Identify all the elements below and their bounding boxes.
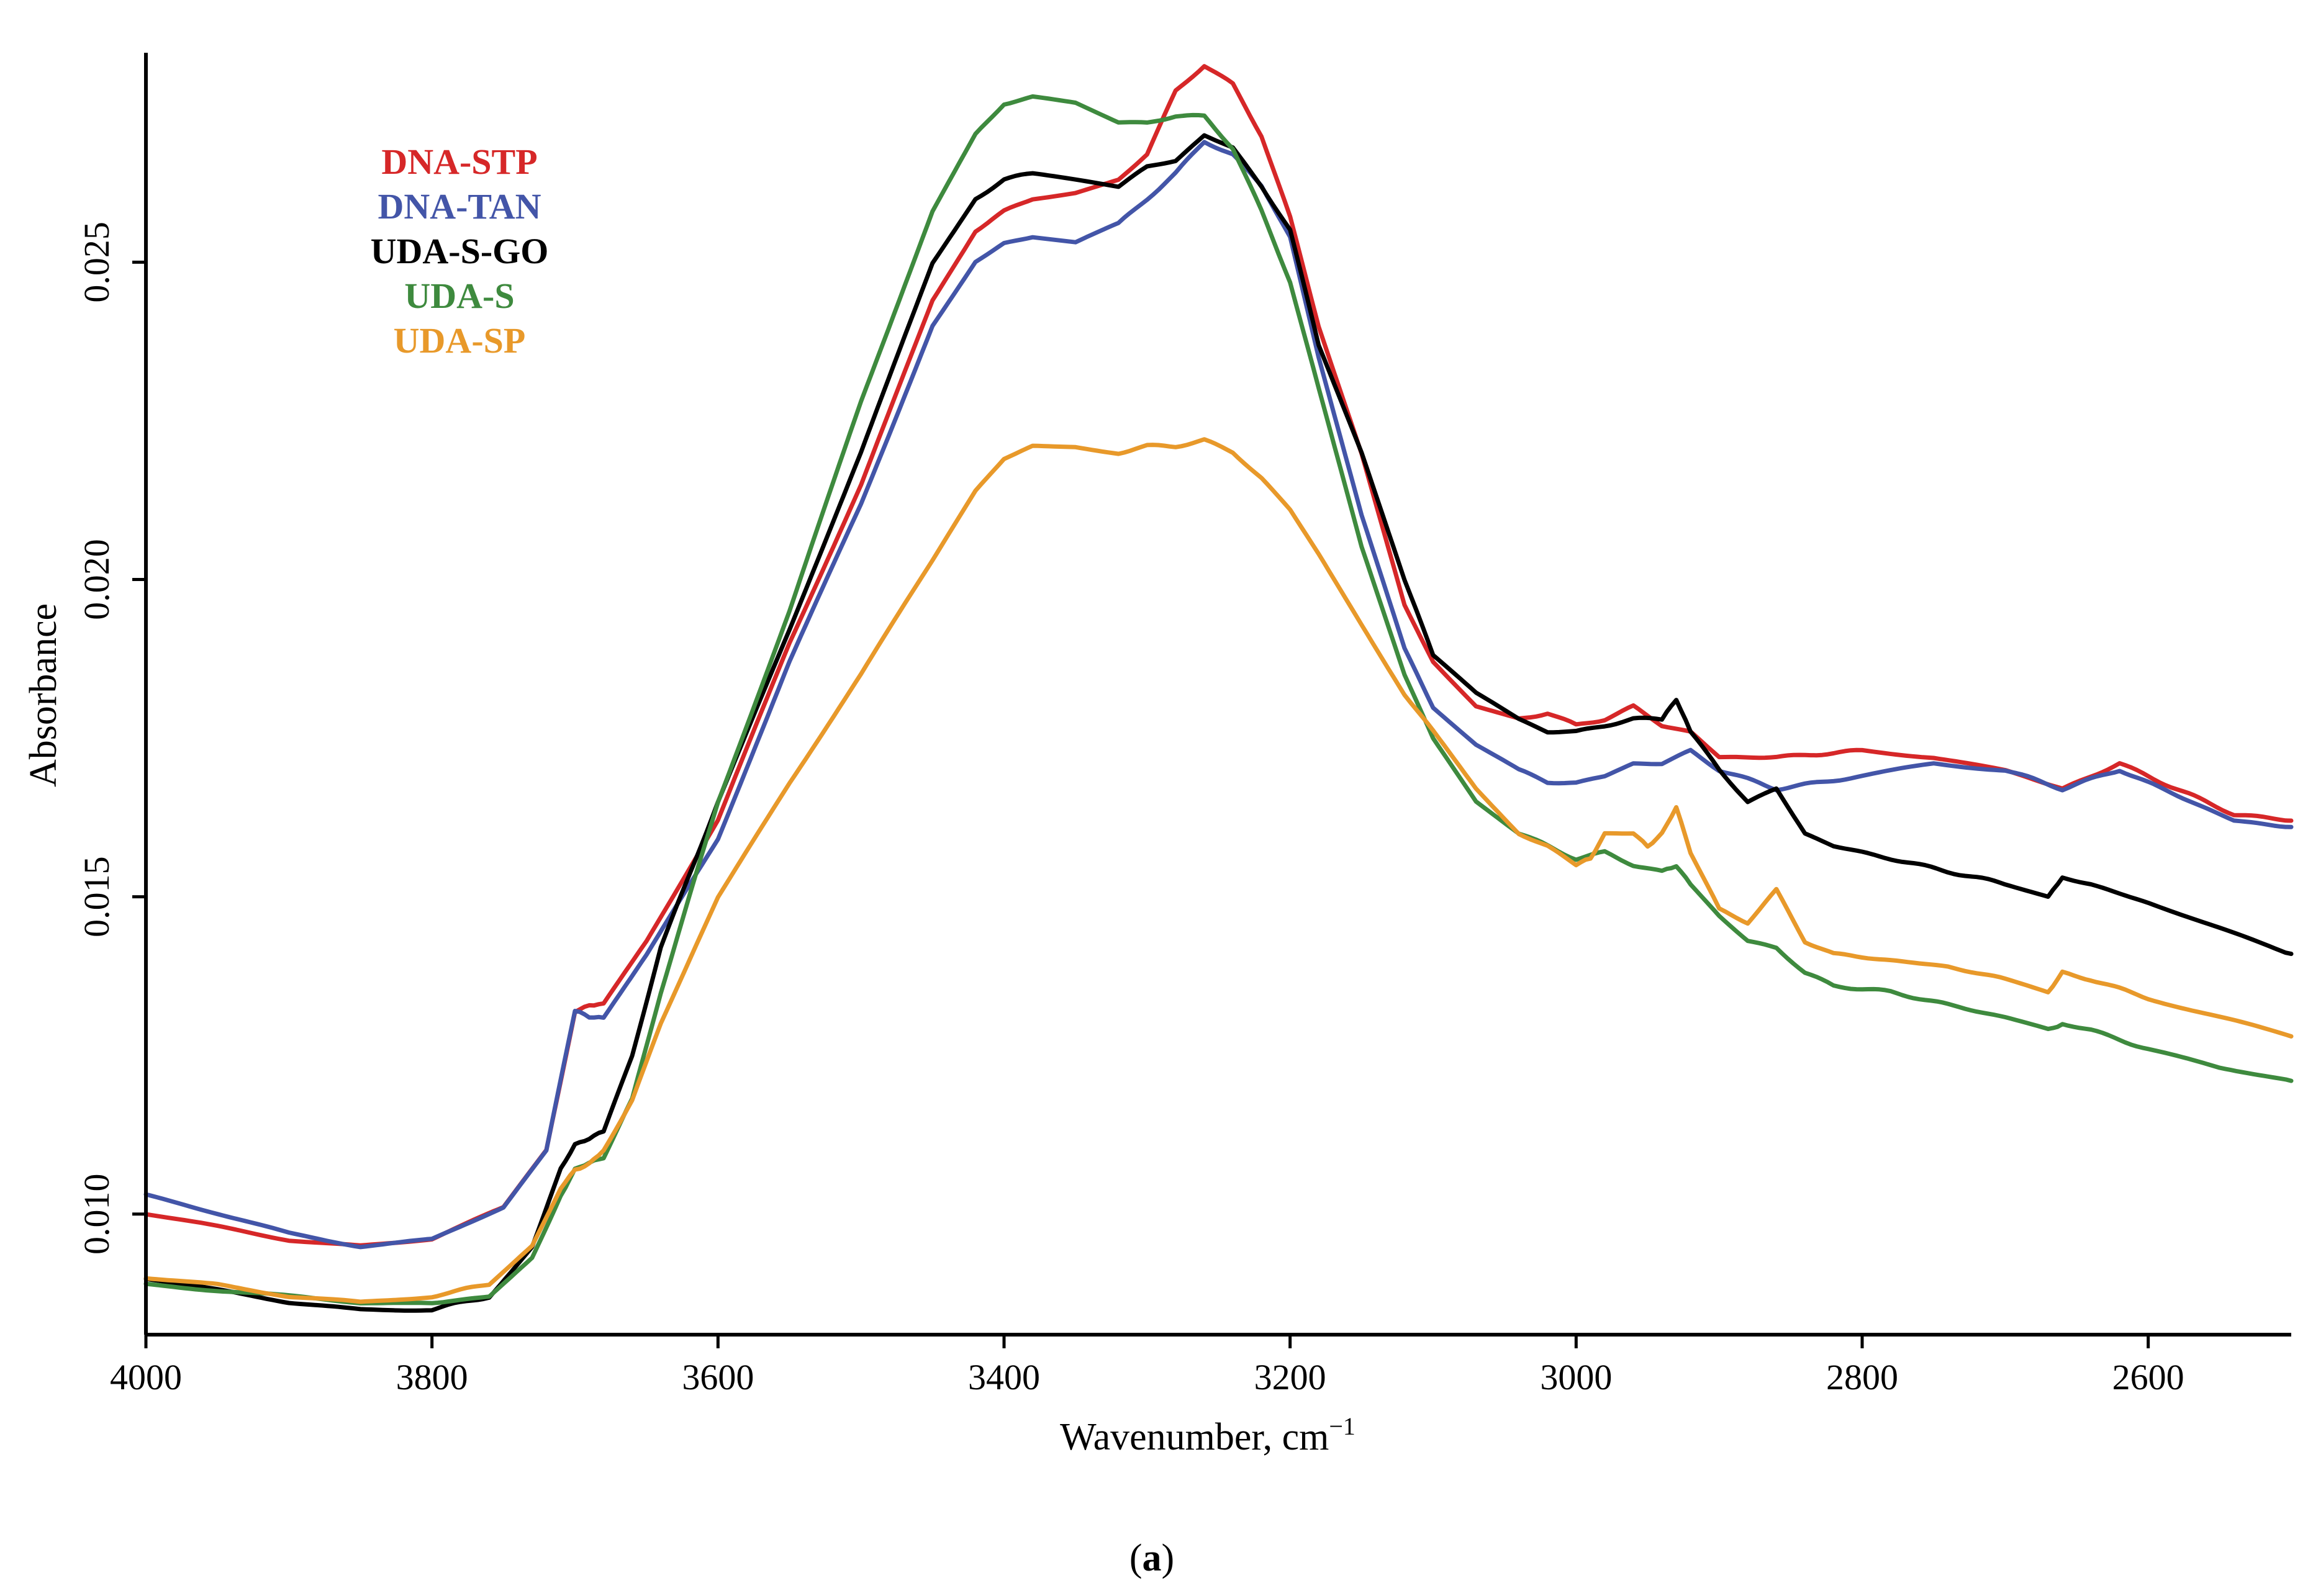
y-tick-label: 0.020 <box>76 539 117 620</box>
y-tick-label: 0.025 <box>76 222 117 303</box>
x-tick-label: 3000 <box>1540 1357 1612 1397</box>
x-tick-label: 4000 <box>110 1357 182 1397</box>
x-tick-label: 3600 <box>682 1357 754 1397</box>
x-axis-title: Wavenumber, cm−1 <box>1060 1412 1355 1458</box>
x-tick-label: 3400 <box>968 1357 1040 1397</box>
series-line-uda-sp <box>143 437 2294 1304</box>
series-line-uda-s <box>143 94 2294 1305</box>
x-ticks: 4000 3800 3600 3400 3200 3000 2800 2600 <box>110 1335 2184 1397</box>
y-tick-label: 0.015 <box>76 856 117 937</box>
y-ticks: 0.010 0.015 0.020 0.025 <box>76 222 146 1255</box>
series-line-dna-tan <box>143 140 2294 1250</box>
x-tick-label: 3800 <box>396 1357 468 1397</box>
legend-item-dna-stp: DNA-STP <box>381 142 537 182</box>
x-tick-label: 2800 <box>1826 1357 1898 1397</box>
legend-item-uda-s-go: UDA-S-GO <box>371 231 549 271</box>
caption-letter: a <box>1143 1537 1162 1579</box>
x-axis-title-text: Wavenumber, cm <box>1060 1416 1329 1458</box>
series-layer <box>143 64 2294 1313</box>
x-tick-label: 3200 <box>1254 1357 1326 1397</box>
x-axis-title-superscript: −1 <box>1329 1412 1355 1440</box>
legend-item-dna-tan: DNA-TAN <box>378 186 541 227</box>
axes-layer <box>144 53 2291 1337</box>
legend-item-uda-s: UDA-S <box>404 276 514 316</box>
figure-caption: (a) <box>1129 1537 1174 1579</box>
y-axis-title: Absorbance <box>22 603 65 787</box>
x-tick-label: 2600 <box>2112 1357 2184 1397</box>
legend-item-uda-sp: UDA-SP <box>394 320 526 361</box>
y-tick-label: 0.010 <box>76 1174 117 1255</box>
